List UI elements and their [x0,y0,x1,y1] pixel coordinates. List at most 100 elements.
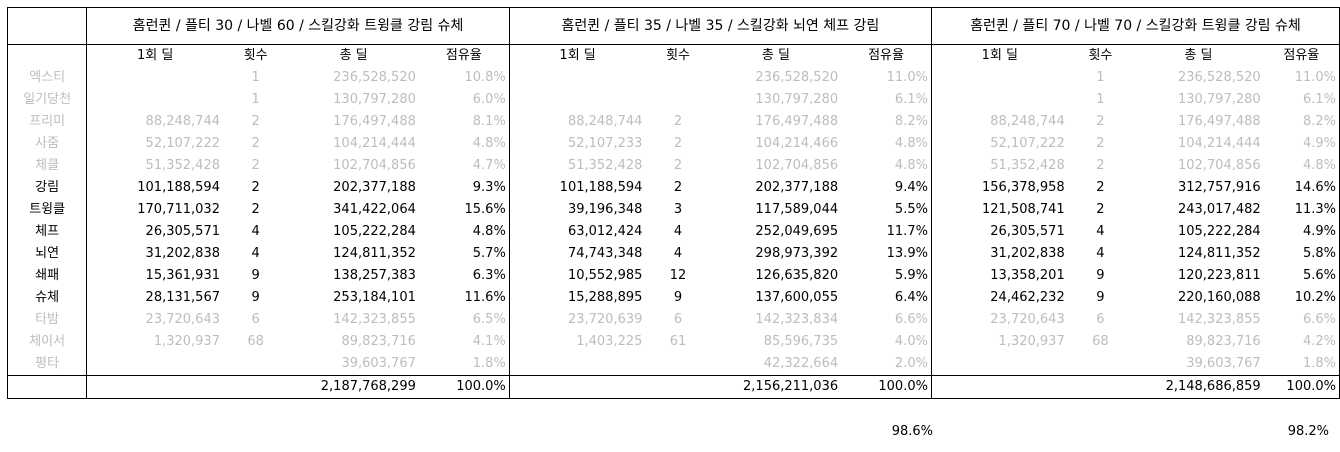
share-cell: 11.6% [418,287,510,309]
per-hit-cell: 31,202,838 [990,246,1065,261]
count-cell: 1 [251,92,260,107]
per-hit-cell [931,89,1067,111]
per-hit-cell: 26,305,571 [145,224,220,239]
table-body: 홈런퀸 / 플티 30 / 나벨 60 / 스킬강화 트윙클 강림 슈체 홈런퀸… [6,7,1340,399]
total-cell: 104,214,444 [333,136,416,151]
total-cell: 130,797,280 [755,92,839,107]
group-header: 홈런퀸 / 플티 35 / 나벨 35 / 스킬강화 뇌연 체프 강림 [509,7,932,45]
count-cell: 6 [673,312,683,327]
per-hit-cell [931,67,1067,89]
grand-share-cell: 100.0% [841,375,932,399]
total-cell: 236,528,520 [1177,70,1261,85]
corner-cell [6,7,88,45]
count-cell: 2 [1096,136,1105,151]
share-cell: 6.1% [1263,89,1340,111]
share-cell: 4.9% [1263,133,1340,155]
empty-cell [509,375,646,399]
skill-name-cell: 체클 [6,155,88,177]
total-cell: 253,184,101 [333,290,416,305]
per-hit-cell: 23,720,643 [990,312,1065,327]
grand-total-cell: 2,148,686,859 [1133,375,1264,399]
share-cell: 11.3% [1263,199,1340,221]
per-hit-cell: 101,188,594 [559,180,643,195]
per-hit-cell: 63,012,424 [567,224,643,239]
share-cell: 6.6% [841,309,932,331]
column-header-per-hit: 1회 딜 [931,44,1068,67]
skill-name-cell: 뇌연 [6,243,88,265]
skill-name-cell: 타밤 [6,309,88,331]
per-hit-cell [509,353,645,376]
total-label-cell [6,375,88,399]
share-cell: 5.9% [841,265,932,287]
table-row: 체이서 1,320,937 68 89,823,716 4.1% 1,403,225 61 8… [6,331,1340,353]
per-hit-cell: 51,352,428 [145,158,220,173]
skill-name-cell: 트윙클 [6,199,88,221]
total-cell: 142,323,855 [333,312,416,327]
per-hit-cell: 1,320,937 [998,334,1065,349]
column-header-row: 1회 딜 횟수 총 딜 점유율 1회 딜 횟수 총 딜 점유율 1회 딜 횟수 … [6,44,1340,67]
per-hit-cell: 88,248,744 [567,114,643,129]
skill-name-cell: 체프 [6,221,88,243]
count-cell: 1 [1096,92,1105,107]
per-hit-cell: 52,107,222 [145,136,220,151]
per-hit-cell: 51,352,428 [567,158,643,173]
skill-name-cell: 사줌 [6,133,88,155]
per-hit-cell: 121,508,741 [982,202,1065,217]
column-header-per-hit: 1회 딜 [509,44,646,67]
total-cell: 42,322,664 [763,356,839,371]
per-hit-cell: 101,188,594 [137,180,220,195]
count-cell: 9 [1096,290,1105,305]
table-row: 트윙클 170,711,032 2 341,422,064 15.6% 39,196,34… [6,199,1340,221]
column-header-count: 횟수 [645,44,711,67]
total-cell: 39,603,767 [1186,356,1261,371]
table-row: 쇄패 15,361,931 9 138,257,383 6.3% 10,552,985 12… [6,265,1340,287]
per-hit-cell: 156,378,958 [982,180,1065,195]
share-cell: 10.2% [1263,287,1340,309]
total-cell: 89,823,716 [341,334,416,349]
count-cell: 3 [673,202,683,217]
grand-total-cell: 2,187,768,299 [288,375,419,399]
total-cell: 298,973,392 [755,246,839,261]
skill-name-cell: 엑스티 [6,67,88,89]
skill-name-cell: 프리미 [6,111,88,133]
per-hit-cell: 1,320,937 [153,334,220,349]
share-cell: 6.1% [841,89,932,111]
share-cell: 4.0% [841,331,932,353]
total-cell: 124,811,352 [1177,246,1261,261]
column-header-total: 총 딜 [1133,44,1264,67]
per-hit-cell: 23,720,643 [145,312,220,327]
per-hit-cell [509,89,645,111]
total-cell: 105,222,284 [1177,224,1261,239]
share-cell: 1.8% [418,353,510,376]
count-cell: 9 [251,268,260,283]
grand-share-cell: 100.0% [1263,375,1340,399]
share-cell: 8.2% [841,111,932,133]
share-cell: 4.8% [841,133,932,155]
count-cell: 4 [251,246,260,261]
total-cell: 117,589,044 [755,202,839,217]
total-cell: 176,497,488 [333,114,416,129]
table-row: 프리미 88,248,744 2 176,497,488 8.1% 88,248,744 2… [6,111,1340,133]
share-cell: 6.6% [1263,309,1340,331]
total-cell: 102,704,856 [333,158,416,173]
share-cell: 4.8% [418,133,510,155]
total-cell: 312,757,916 [1177,180,1261,195]
per-hit-cell: 31,202,838 [145,246,220,261]
total-cell: 124,811,352 [333,246,416,261]
count-cell: 2 [673,158,683,173]
share-cell: 4.8% [1263,155,1340,177]
column-header-total: 총 딜 [288,44,419,67]
grand-total-cell: 2,156,211,036 [710,375,842,399]
count-cell: 4 [673,224,683,239]
column-header-count: 횟수 [1067,44,1134,67]
footnote-percentage: 98.6% [891,424,933,439]
count-cell: 2 [1096,180,1105,195]
total-cell: 176,497,488 [1177,114,1261,129]
count-cell: 9 [1096,268,1105,283]
per-hit-cell: 28,131,567 [145,290,220,305]
total-cell: 130,797,280 [333,92,416,107]
per-hit-cell: 10,552,985 [567,268,643,283]
share-cell: 10.8% [418,67,510,89]
share-cell: 5.6% [1263,265,1340,287]
count-cell: 4 [1096,246,1105,261]
